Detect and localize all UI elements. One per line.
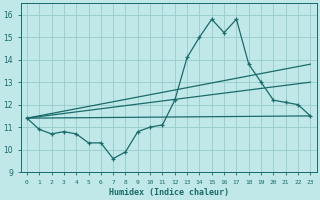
X-axis label: Humidex (Indice chaleur): Humidex (Indice chaleur) [108,188,228,197]
